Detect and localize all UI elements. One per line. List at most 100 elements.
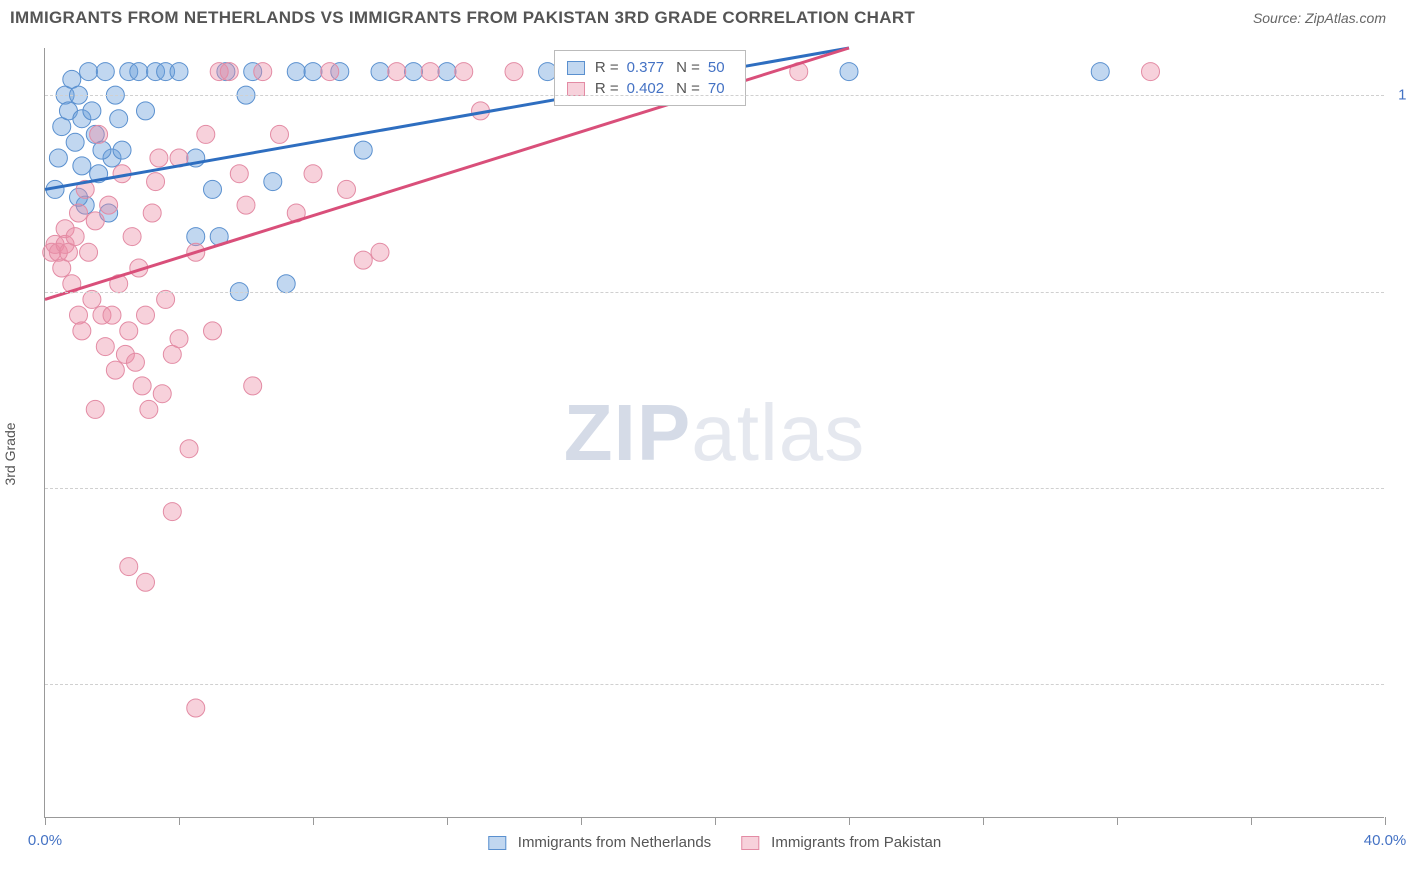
series-legend: Immigrants from Netherlands Immigrants fr… [488,834,941,851]
data-point [110,110,128,128]
data-point [147,173,165,191]
x-tick [313,817,314,825]
data-point [143,204,161,222]
legend-n-label: N = [676,59,700,76]
data-point [197,125,215,143]
gridline [45,292,1384,293]
data-point [371,243,389,261]
data-point [304,63,322,81]
data-point [438,63,456,81]
data-point [80,63,98,81]
data-point [83,290,101,308]
data-point [83,102,101,120]
data-point [150,149,168,167]
x-tick [1385,817,1386,825]
data-point [96,63,114,81]
data-point [170,330,188,348]
data-point [96,338,114,356]
data-point [73,322,91,340]
legend-swatch-icon [741,836,759,850]
data-point [130,63,148,81]
x-tick [45,817,46,825]
legend-row: R = 0.377 N = 50 [567,57,733,78]
data-point [100,196,118,214]
x-tick [179,817,180,825]
data-point [1142,63,1160,81]
data-point [90,125,108,143]
x-tick [849,817,850,825]
data-point [137,102,155,120]
data-point [133,377,151,395]
x-tick [1251,817,1252,825]
data-point [157,290,175,308]
data-point [103,306,121,324]
data-point [140,400,158,418]
data-point [304,165,322,183]
x-tick [447,817,448,825]
data-point [505,63,523,81]
x-tick-label: 0.0% [28,832,62,849]
source-label: Source: ZipAtlas.com [1253,10,1386,26]
data-point [137,573,155,591]
data-point [70,306,88,324]
legend-r-value: 0.377 [627,59,665,76]
data-point [180,440,198,458]
data-point [86,212,104,230]
data-point [120,558,138,576]
x-tick [1117,817,1118,825]
data-point [354,251,372,269]
data-point [287,63,305,81]
data-point [126,353,144,371]
scatter-plot [45,48,1384,817]
data-point [388,63,406,81]
data-point [237,196,255,214]
data-point [93,141,111,159]
data-point [123,228,141,246]
data-point [80,243,98,261]
data-point [354,141,372,159]
bottom-legend-item: Immigrants from Pakistan [741,834,941,851]
data-point [187,699,205,717]
legend-n-value: 50 [708,59,725,76]
x-tick-label: 40.0% [1364,832,1406,849]
data-point [244,377,262,395]
gridline [45,488,1384,489]
chart-area: ZIPatlas R =0.377N =50R =0.402N =70 Immi… [44,48,1384,818]
legend-r-label: R = [595,59,619,76]
y-axis-label: 3rd Grade [2,422,18,485]
x-tick [983,817,984,825]
correlation-legend: R =0.377N =50R =0.402N =70 [554,50,746,106]
data-point [86,400,104,418]
data-point [264,173,282,191]
bottom-legend-label: Immigrants from Pakistan [771,834,941,851]
y-tick-label: 100.0% [1398,87,1406,104]
data-point [113,141,131,159]
chart-title: IMMIGRANTS FROM NETHERLANDS VS IMMIGRANT… [10,8,915,28]
data-point [49,149,67,167]
data-point [277,275,295,293]
data-point [163,503,181,521]
data-point [405,63,423,81]
x-tick [715,817,716,825]
data-point [153,385,171,403]
data-point [66,228,84,246]
data-point [204,180,222,198]
data-point [1091,63,1109,81]
legend-swatch-icon [488,836,506,850]
data-point [120,322,138,340]
data-point [254,63,272,81]
data-point [66,133,84,151]
data-point [106,361,124,379]
data-point [421,63,439,81]
gridline [45,95,1384,96]
legend-swatch-icon [567,61,585,75]
data-point [70,204,88,222]
data-point [338,180,356,198]
data-point [271,125,289,143]
data-point [230,165,248,183]
bottom-legend-label: Immigrants from Netherlands [518,834,711,851]
x-tick [581,817,582,825]
data-point [220,63,238,81]
data-point [204,322,222,340]
legend-swatch-icon [567,82,585,96]
